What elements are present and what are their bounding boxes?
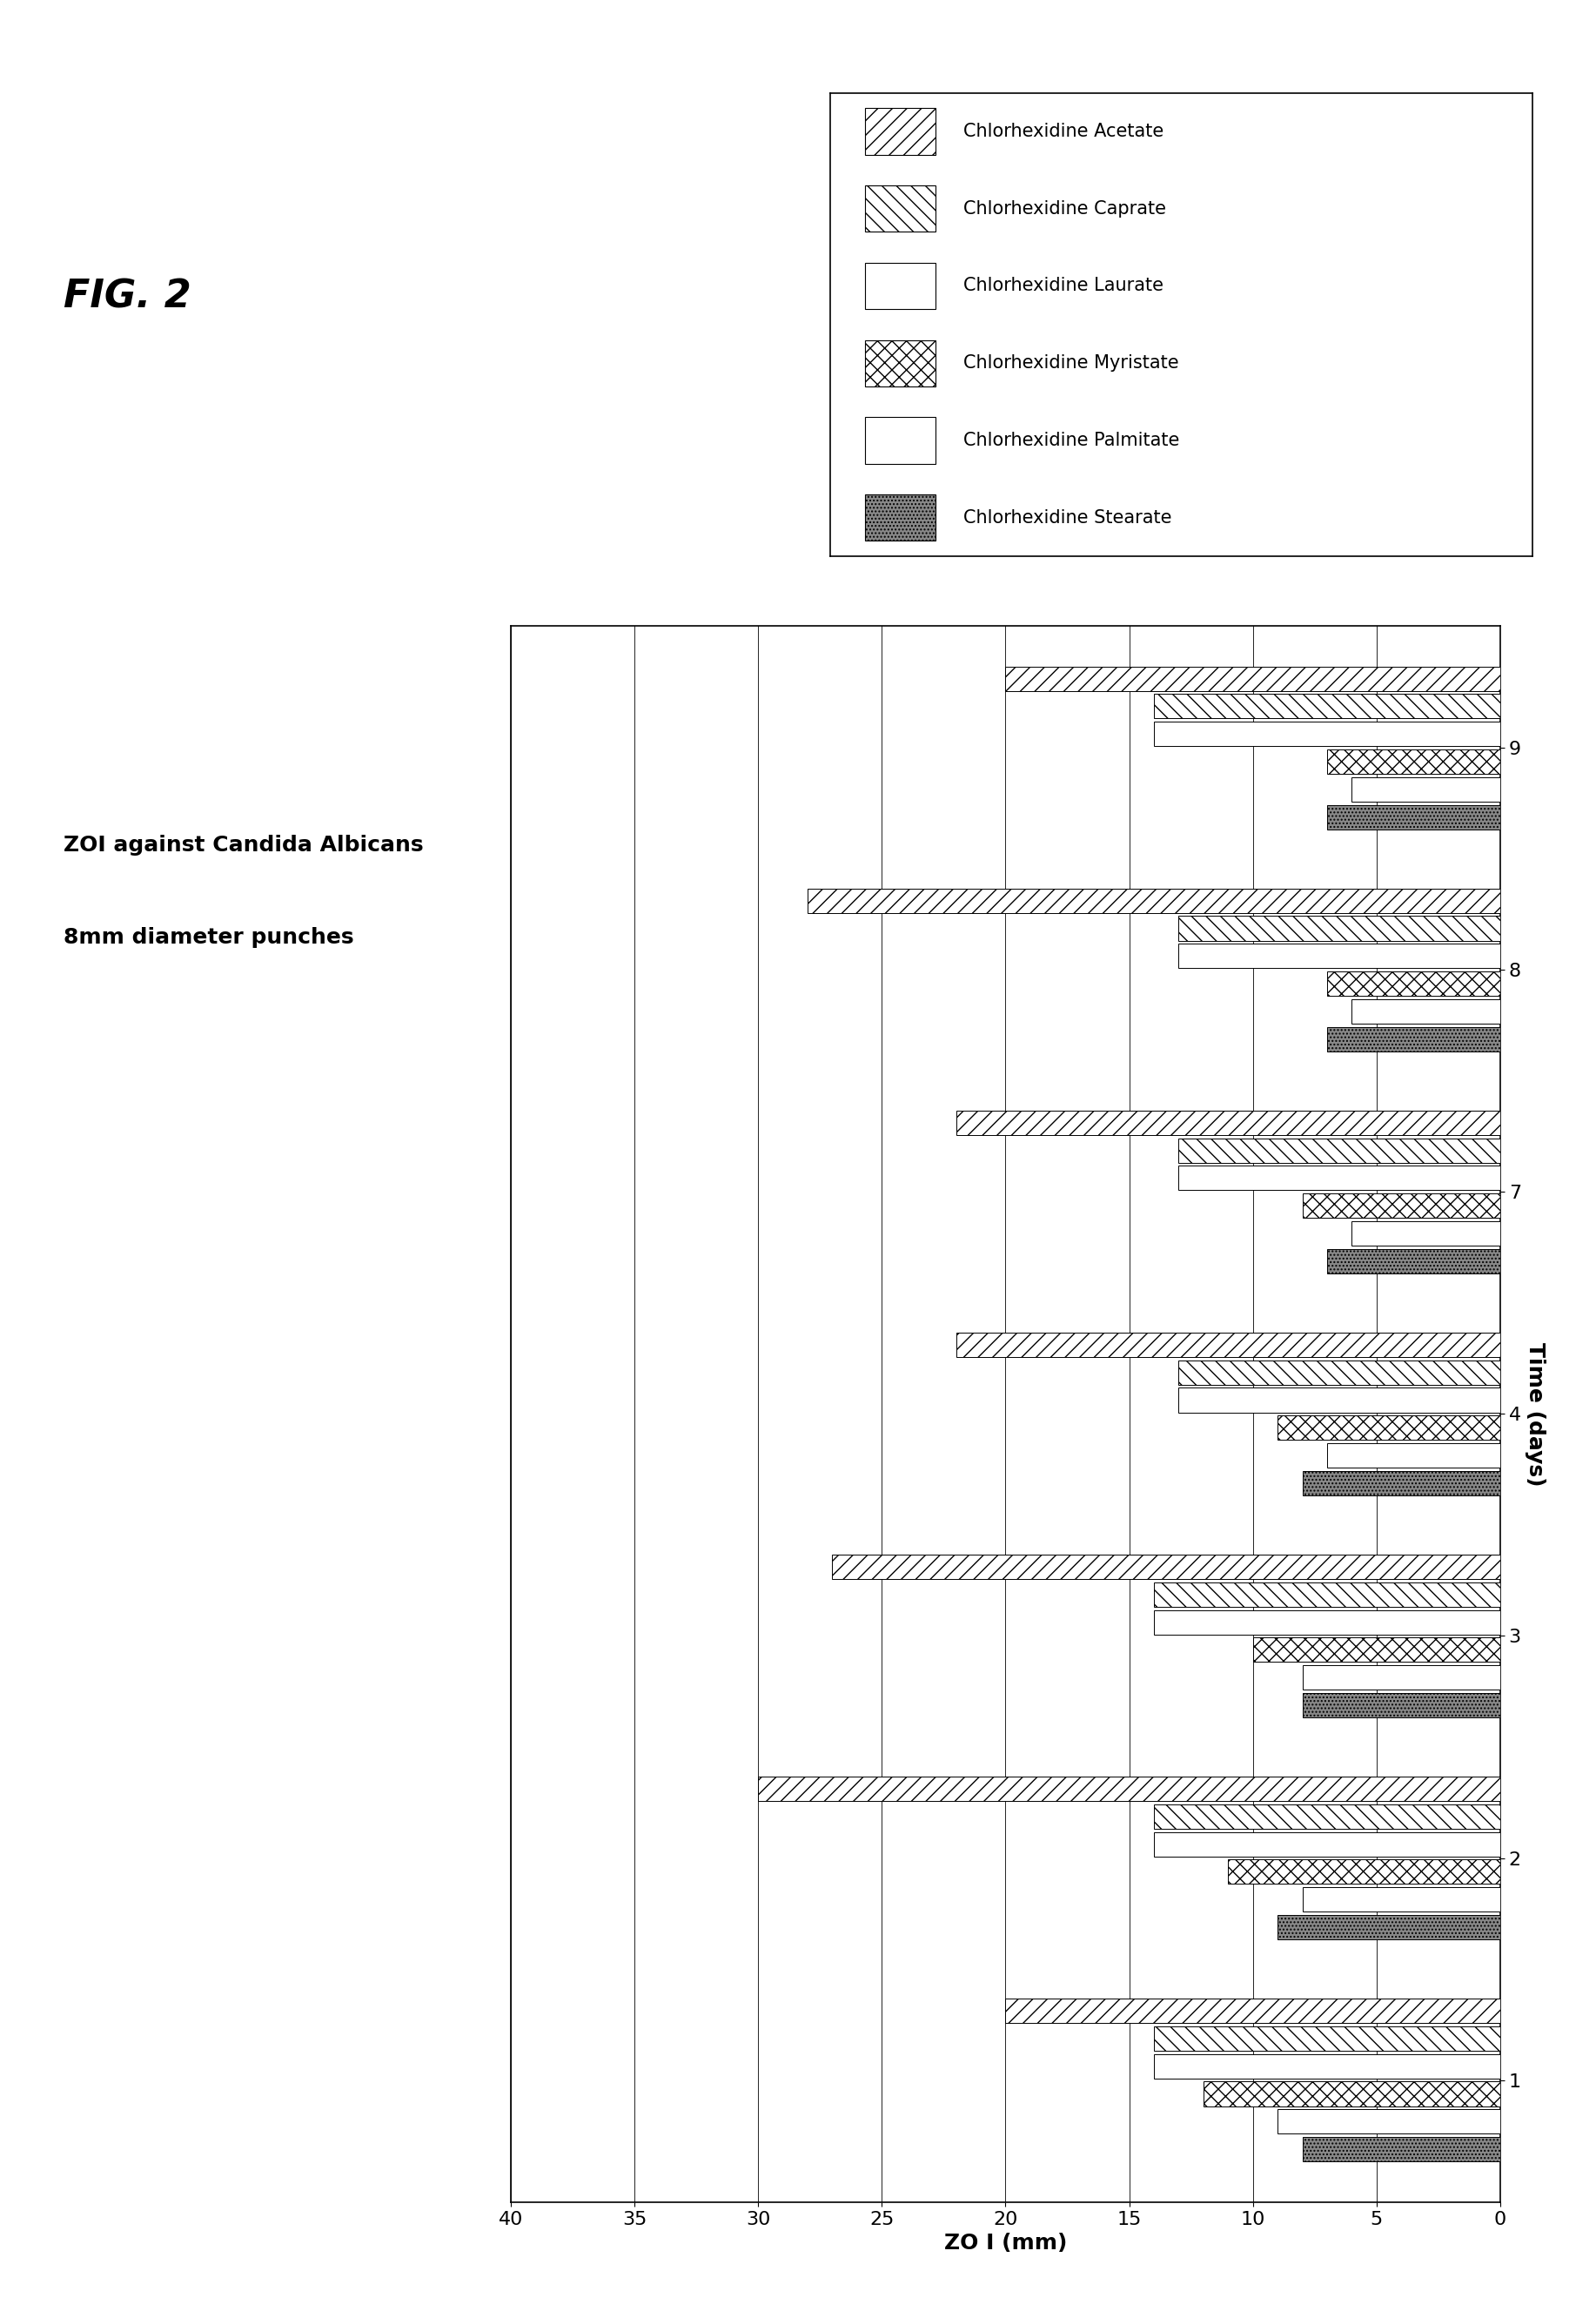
Bar — [808, 888, 1500, 913]
Bar — [1203, 2082, 1500, 2107]
Text: ZOI against Candida Albicans: ZOI against Candida Albicans — [64, 834, 425, 855]
Bar — [1154, 721, 1500, 746]
FancyBboxPatch shape — [865, 262, 935, 308]
Bar — [758, 1776, 1500, 1801]
Bar — [1178, 916, 1500, 941]
Bar — [1154, 2054, 1500, 2079]
FancyBboxPatch shape — [865, 341, 935, 387]
Bar — [1277, 2109, 1500, 2135]
Text: 8mm diameter punches: 8mm diameter punches — [64, 927, 354, 948]
Bar — [1154, 2026, 1500, 2051]
Text: Chlorhexidine Palmitate: Chlorhexidine Palmitate — [964, 431, 1179, 450]
Bar — [1352, 777, 1500, 802]
Bar — [1178, 1388, 1500, 1412]
FancyBboxPatch shape — [865, 417, 935, 464]
Bar — [1178, 1166, 1500, 1191]
Bar — [1352, 999, 1500, 1025]
Bar — [1178, 943, 1500, 969]
Bar — [1302, 1692, 1500, 1718]
Bar — [1302, 1664, 1500, 1690]
Text: Chlorhexidine Myristate: Chlorhexidine Myristate — [964, 355, 1179, 371]
Bar — [1302, 1194, 1500, 1217]
Text: Chlorhexidine Laurate: Chlorhexidine Laurate — [964, 278, 1163, 294]
Bar — [1178, 1138, 1500, 1164]
Text: FIG. 2: FIG. 2 — [64, 278, 192, 315]
Bar — [1005, 665, 1500, 691]
Bar — [1328, 971, 1500, 997]
Bar — [1178, 1361, 1500, 1384]
Bar — [1154, 1611, 1500, 1634]
Bar — [956, 1110, 1500, 1136]
Bar — [1328, 749, 1500, 774]
Bar — [1328, 1027, 1500, 1052]
FancyBboxPatch shape — [865, 185, 935, 232]
Bar — [1302, 2137, 1500, 2163]
FancyBboxPatch shape — [865, 109, 935, 155]
Bar — [1253, 1637, 1500, 1662]
Bar — [1277, 1416, 1500, 1439]
Bar — [1277, 1915, 1500, 1940]
X-axis label: ZO I (mm): ZO I (mm) — [943, 2232, 1068, 2253]
Bar — [1154, 1831, 1500, 1857]
Bar — [1302, 1887, 1500, 1912]
Bar — [1229, 1859, 1500, 1885]
Y-axis label: Time (days): Time (days) — [1524, 1342, 1545, 1486]
Bar — [956, 1333, 1500, 1356]
Text: Chlorhexidine Caprate: Chlorhexidine Caprate — [964, 199, 1167, 218]
Bar — [1352, 1222, 1500, 1245]
Bar — [1154, 1803, 1500, 1829]
Bar — [1328, 1249, 1500, 1273]
FancyBboxPatch shape — [865, 494, 935, 540]
Text: Chlorhexidine Stearate: Chlorhexidine Stearate — [964, 510, 1171, 526]
Text: Chlorhexidine Acetate: Chlorhexidine Acetate — [964, 123, 1163, 139]
Bar — [833, 1555, 1500, 1579]
Bar — [1328, 1444, 1500, 1467]
Bar — [1302, 1472, 1500, 1495]
Bar — [1154, 1583, 1500, 1606]
Bar — [1005, 1998, 1500, 2024]
Bar — [1328, 804, 1500, 830]
Bar — [1154, 693, 1500, 719]
